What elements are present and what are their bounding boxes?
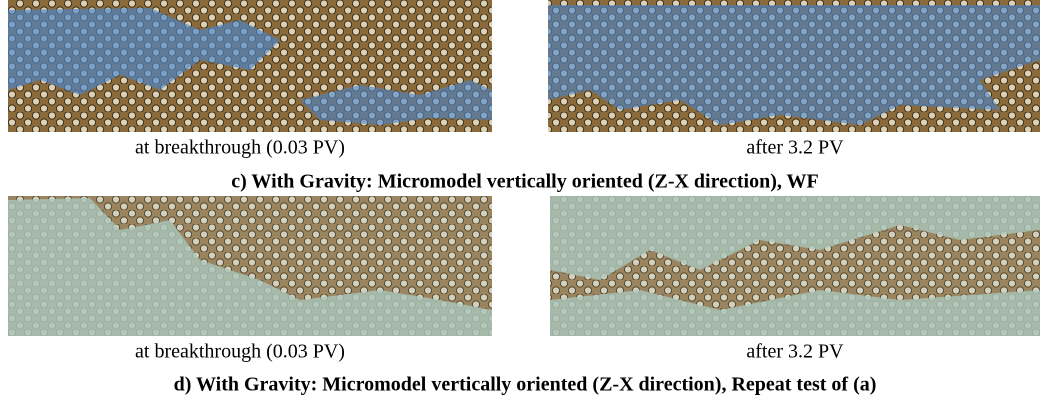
panel-caption: after 3.2 PV (746, 341, 844, 363)
figure-title: c) With Gravity: Micromodel vertically o… (231, 171, 818, 193)
micrograph (8, 0, 492, 132)
panel-caption: after 3.2 PV (746, 137, 844, 159)
micrograph (548, 0, 1040, 132)
figure: at breakthrough (0.03 PV) after 3.2 PV c… (0, 0, 1050, 400)
panel-caption: at breakthrough (0.03 PV) (135, 137, 345, 159)
micrograph (8, 196, 492, 336)
micrograph (550, 196, 1040, 336)
page: at breakthrough (0.03 PV) after 3.2 PV c… (0, 0, 1050, 400)
figure-title: d) With Gravity: Micromodel vertically o… (174, 374, 877, 396)
panel-caption: at breakthrough (0.03 PV) (135, 341, 345, 363)
